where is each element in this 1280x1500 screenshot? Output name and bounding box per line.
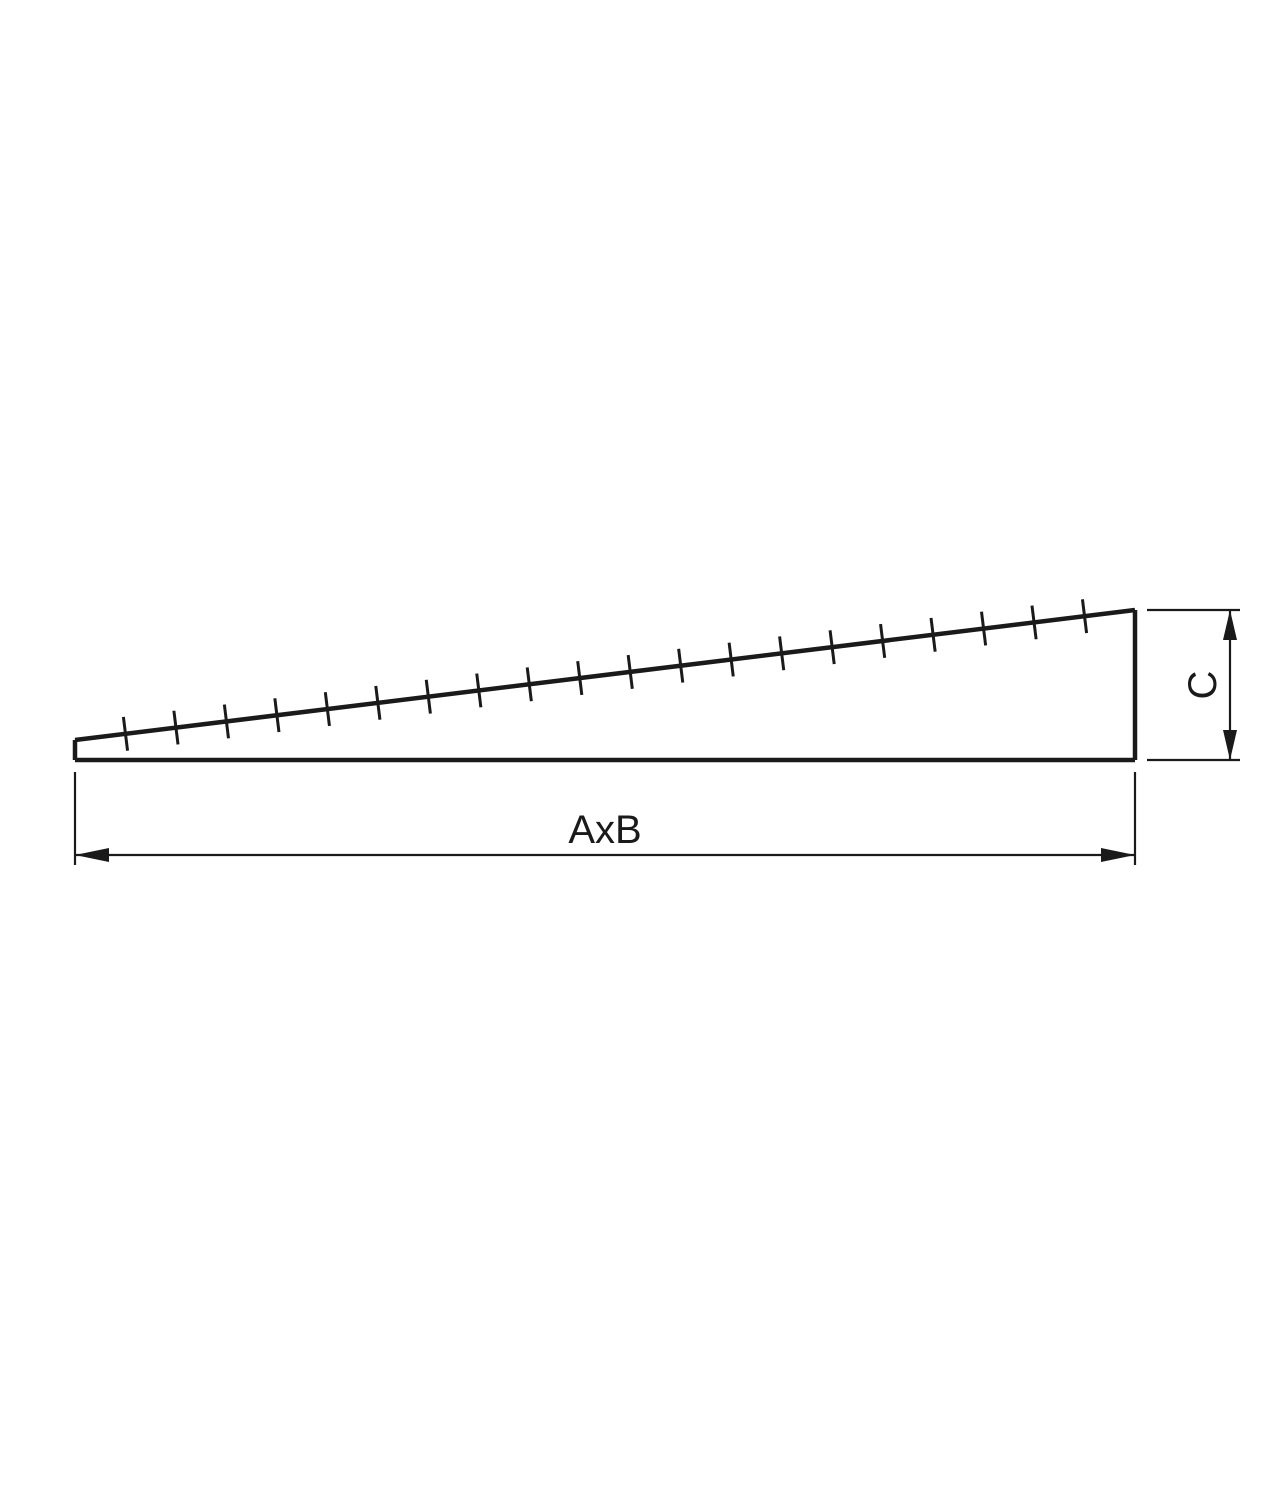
slope-tick bbox=[325, 692, 329, 726]
slope-tick bbox=[931, 618, 935, 652]
dim-c-label: C bbox=[1181, 671, 1225, 700]
wedge-top-slope bbox=[75, 610, 1135, 740]
dim-axb-arrow-right bbox=[1101, 848, 1135, 862]
slope-tick bbox=[830, 630, 834, 664]
slope-tick bbox=[477, 674, 481, 708]
technical-drawing: AxB C bbox=[0, 0, 1280, 1500]
slope-tick bbox=[224, 705, 228, 739]
slope-tick bbox=[578, 661, 582, 695]
dim-axb-label: AxB bbox=[568, 808, 641, 852]
slope-tick bbox=[123, 717, 127, 751]
slope-tick bbox=[729, 643, 733, 677]
dim-c-arrow-bottom bbox=[1223, 730, 1237, 760]
dim-axb-arrow-left bbox=[75, 848, 109, 862]
slope-tick bbox=[174, 711, 178, 745]
dim-c-arrow-top bbox=[1223, 610, 1237, 640]
slope-tick bbox=[1082, 599, 1086, 633]
slope-tick bbox=[376, 686, 380, 720]
slope-tick bbox=[982, 612, 986, 646]
slope-tick bbox=[881, 624, 885, 658]
slope-tick bbox=[679, 649, 683, 683]
slope-tick bbox=[275, 698, 279, 732]
slope-tick bbox=[1032, 606, 1036, 640]
slope-tick bbox=[426, 680, 430, 714]
slope-tick bbox=[628, 655, 632, 689]
slope-tick bbox=[527, 667, 531, 701]
slope-tick bbox=[780, 636, 784, 670]
